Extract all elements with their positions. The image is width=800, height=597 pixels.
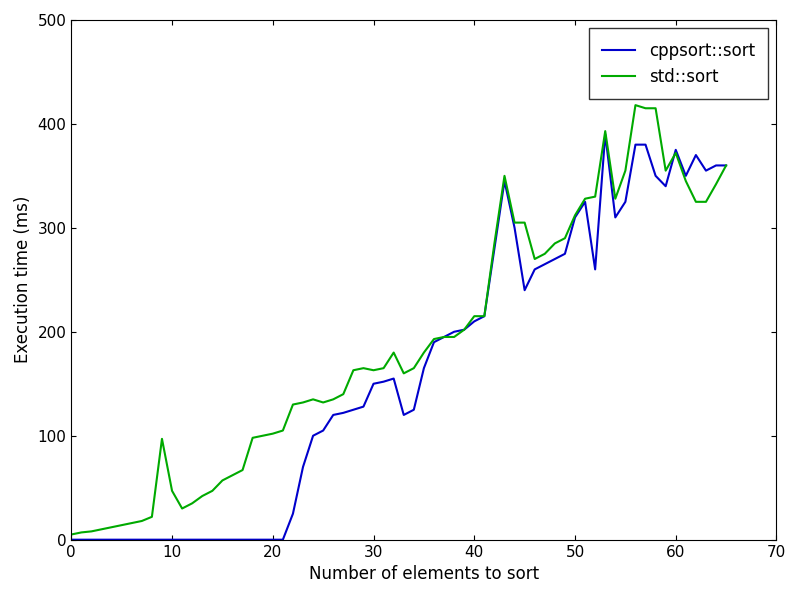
- Y-axis label: Execution time (ms): Execution time (ms): [14, 196, 32, 364]
- X-axis label: Number of elements to sort: Number of elements to sort: [309, 565, 539, 583]
- cppsort::sort: [228, 536, 238, 543]
- cppsort::sort: [681, 173, 690, 180]
- std::sort: [66, 531, 76, 538]
- std::sort: [228, 472, 238, 479]
- Line: std::sort: std::sort: [71, 105, 726, 534]
- Line: cppsort::sort: cppsort::sort: [71, 134, 726, 540]
- std::sort: [349, 367, 358, 374]
- cppsort::sort: [580, 198, 590, 205]
- cppsort::sort: [349, 406, 358, 413]
- cppsort::sort: [268, 536, 278, 543]
- std::sort: [117, 522, 126, 529]
- std::sort: [268, 430, 278, 437]
- std::sort: [722, 162, 731, 169]
- cppsort::sort: [601, 131, 610, 138]
- std::sort: [681, 177, 690, 184]
- std::sort: [580, 195, 590, 202]
- Legend: cppsort::sort, std::sort: cppsort::sort, std::sort: [589, 28, 768, 99]
- std::sort: [630, 101, 640, 109]
- cppsort::sort: [66, 536, 76, 543]
- cppsort::sort: [722, 162, 731, 169]
- cppsort::sort: [117, 536, 126, 543]
